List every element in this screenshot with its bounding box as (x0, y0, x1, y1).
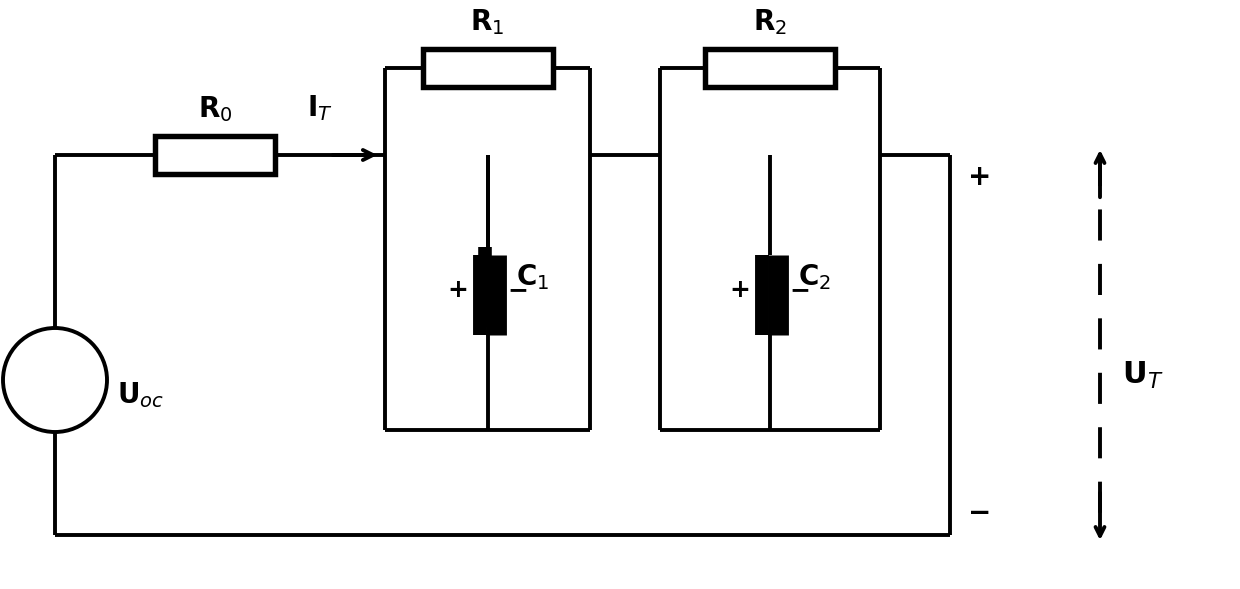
Text: +: + (968, 163, 991, 191)
Text: −: − (790, 278, 811, 302)
Text: −: − (968, 499, 991, 527)
Text: U$_{oc}$: U$_{oc}$ (117, 380, 164, 410)
Text: +: + (448, 278, 467, 302)
Bar (423, 49, 553, 87)
Bar (155, 136, 275, 174)
Text: C$_1$: C$_1$ (516, 262, 549, 292)
Text: R$_2$: R$_2$ (753, 7, 787, 37)
Text: +: + (729, 278, 750, 302)
Bar (706, 49, 835, 87)
Text: I$_T$: I$_T$ (308, 93, 332, 123)
Text: −: − (507, 278, 528, 302)
Text: R$_1$: R$_1$ (470, 7, 505, 37)
Text: R$_0$: R$_0$ (197, 94, 232, 124)
Text: C$_2$: C$_2$ (799, 262, 831, 292)
Text: U$_T$: U$_T$ (1122, 359, 1163, 391)
